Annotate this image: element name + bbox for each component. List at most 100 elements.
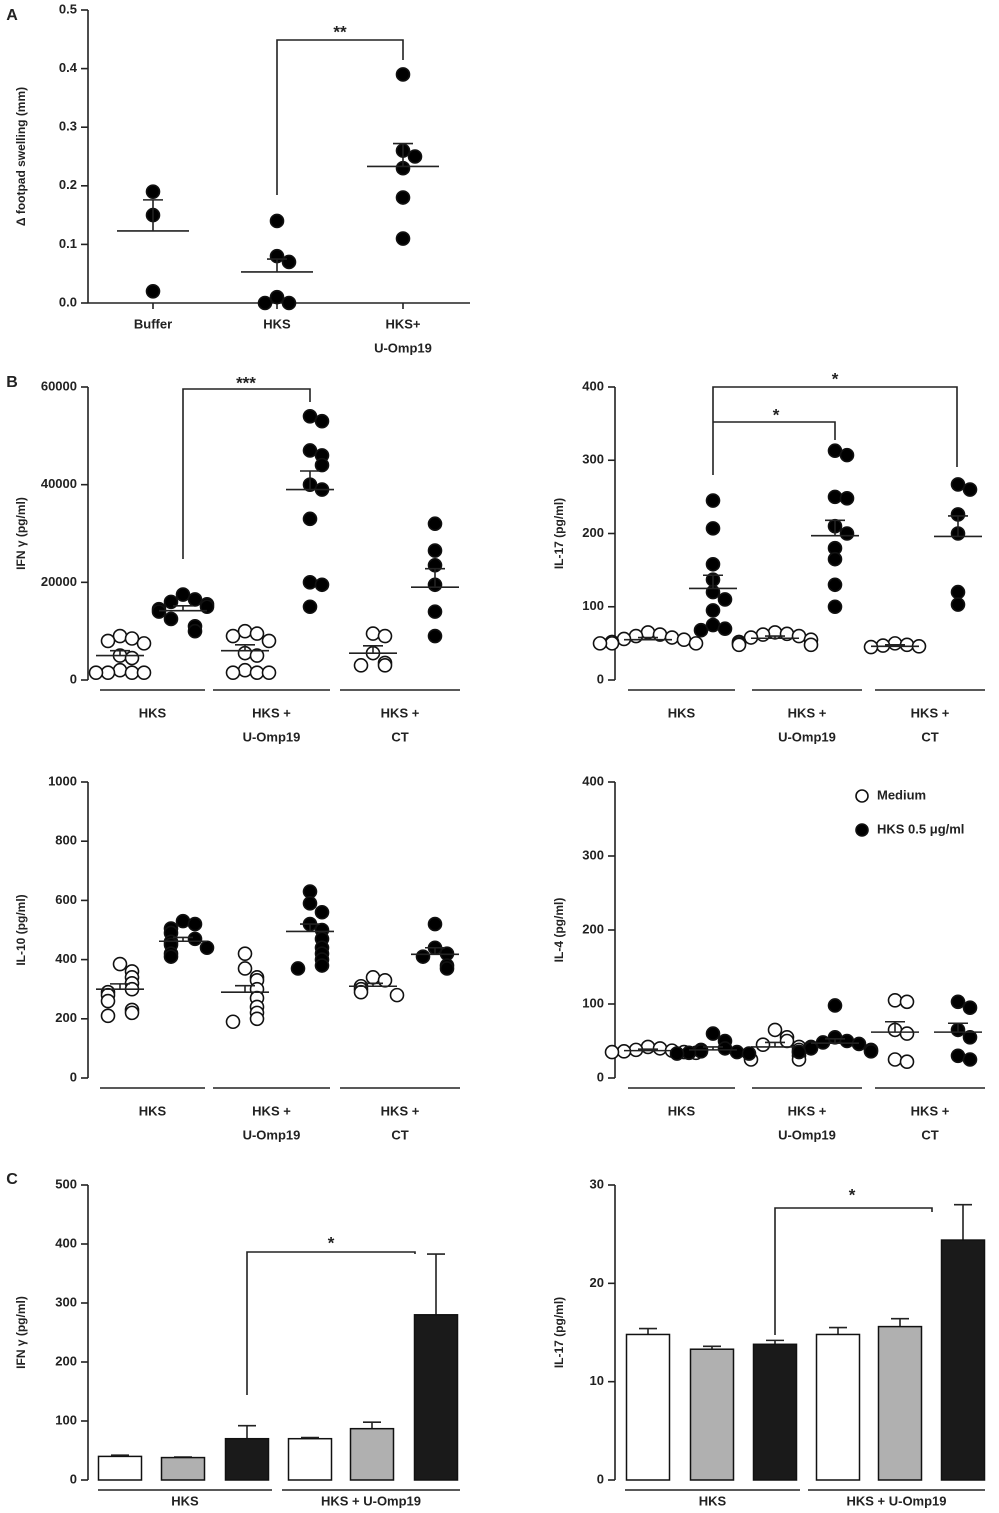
x-tick-label: CT bbox=[391, 729, 408, 744]
significance-label: * bbox=[849, 1185, 856, 1204]
data-point bbox=[839, 1033, 855, 1049]
data-point bbox=[827, 599, 843, 615]
x-tick-label: CT bbox=[921, 1127, 938, 1142]
data-point bbox=[427, 916, 443, 932]
data-point bbox=[314, 457, 330, 473]
data-point bbox=[395, 67, 411, 82]
x-tick-label: HKS+ bbox=[385, 316, 420, 331]
data-point bbox=[261, 633, 277, 649]
data-point bbox=[705, 617, 721, 633]
x-tick-label: CT bbox=[391, 1127, 408, 1142]
data-point bbox=[887, 992, 903, 1008]
bar bbox=[97, 1455, 143, 1481]
data-point bbox=[887, 636, 903, 651]
x-tick-label: HKS + bbox=[788, 1103, 827, 1118]
data-point bbox=[281, 295, 297, 311]
significance-bracket bbox=[712, 386, 958, 475]
x-tick-label: HKS + U-Omp19 bbox=[846, 1493, 946, 1508]
data-point bbox=[950, 477, 966, 492]
data-point bbox=[755, 627, 771, 642]
y-tick-label: 0 bbox=[597, 1471, 604, 1486]
bar bbox=[689, 1348, 735, 1481]
legend-label: Medium bbox=[877, 787, 926, 802]
significance-bracket bbox=[182, 388, 311, 559]
y-tick-label: 100 bbox=[582, 598, 604, 613]
data-point bbox=[302, 511, 318, 527]
y-axis-label: IFN γ (pg/ml) bbox=[14, 497, 28, 570]
bar bbox=[224, 1437, 270, 1481]
data-point bbox=[669, 1046, 685, 1061]
data-point bbox=[705, 556, 721, 572]
data-point bbox=[839, 491, 855, 506]
data-point bbox=[314, 958, 330, 973]
data-point bbox=[100, 633, 116, 649]
x-tick-label: HKS bbox=[668, 1103, 696, 1118]
bar bbox=[752, 1343, 798, 1481]
data-point bbox=[863, 1044, 879, 1059]
data-point bbox=[237, 946, 253, 961]
data-point bbox=[257, 295, 273, 311]
data-point bbox=[950, 994, 966, 1010]
significance-label: ** bbox=[333, 22, 347, 41]
data-point bbox=[899, 1054, 915, 1070]
bar bbox=[160, 1456, 206, 1481]
data-point bbox=[887, 1052, 903, 1067]
bar bbox=[287, 1437, 333, 1481]
significance-bracket bbox=[276, 39, 404, 195]
x-tick-label: HKS + bbox=[252, 705, 291, 720]
y-axis-label: IFN γ (pg/ml) bbox=[14, 1296, 28, 1369]
data-point bbox=[112, 662, 128, 678]
data-point bbox=[705, 1026, 721, 1041]
data-point bbox=[302, 896, 318, 911]
significance-bracket bbox=[246, 1251, 416, 1395]
data-point bbox=[791, 1044, 807, 1060]
panel-letter: C bbox=[6, 1171, 18, 1188]
x-tick-label: HKS + bbox=[788, 705, 827, 720]
data-point bbox=[779, 1033, 795, 1049]
data-point bbox=[124, 1005, 140, 1021]
y-axis-label: IL-17 (pg/ml) bbox=[552, 1297, 566, 1368]
data-point bbox=[302, 599, 318, 615]
y-tick-label: 200 bbox=[55, 1010, 77, 1025]
y-tick-label: 400 bbox=[582, 378, 604, 393]
data-point bbox=[249, 648, 265, 663]
data-point bbox=[827, 489, 843, 505]
y-axis-label: Δ footpad swelling (mm) bbox=[14, 87, 28, 226]
y-tick-label: 400 bbox=[55, 1235, 77, 1250]
data-point bbox=[899, 994, 915, 1010]
x-tick-label: HKS + bbox=[252, 1103, 291, 1118]
data-point bbox=[664, 630, 680, 645]
data-point bbox=[693, 622, 709, 638]
bar bbox=[349, 1427, 395, 1481]
y-tick-label: 800 bbox=[55, 833, 77, 848]
legend-label: HKS 0.5 μg/ml bbox=[877, 821, 964, 836]
y-tick-label: 0 bbox=[597, 671, 604, 686]
data-point bbox=[199, 940, 215, 956]
data-point bbox=[407, 149, 423, 164]
y-tick-label: 20000 bbox=[41, 574, 77, 589]
data-point bbox=[962, 1030, 978, 1045]
legend-marker bbox=[855, 789, 869, 803]
data-point bbox=[427, 516, 443, 532]
bar bbox=[877, 1325, 923, 1481]
data-point bbox=[237, 961, 253, 976]
data-point bbox=[314, 413, 330, 429]
data-point bbox=[628, 628, 644, 644]
data-point bbox=[365, 970, 381, 985]
y-tick-label: 1000 bbox=[48, 773, 77, 788]
x-tick-label: HKS + bbox=[911, 705, 950, 720]
data-point bbox=[163, 949, 179, 964]
data-point bbox=[377, 628, 393, 644]
y-tick-label: 200 bbox=[582, 525, 604, 540]
data-point bbox=[962, 1000, 978, 1016]
x-tick-label: HKS + bbox=[911, 1103, 950, 1118]
y-tick-label: 60000 bbox=[41, 378, 77, 393]
y-tick-label: 400 bbox=[582, 773, 604, 788]
x-tick-label: U-Omp19 bbox=[374, 340, 432, 355]
y-tick-label: 0 bbox=[70, 1069, 77, 1084]
data-point bbox=[145, 283, 161, 299]
data-point bbox=[377, 973, 393, 988]
data-point bbox=[225, 665, 241, 680]
y-tick-label: 300 bbox=[582, 452, 604, 467]
x-tick-label: U-Omp19 bbox=[243, 729, 301, 744]
